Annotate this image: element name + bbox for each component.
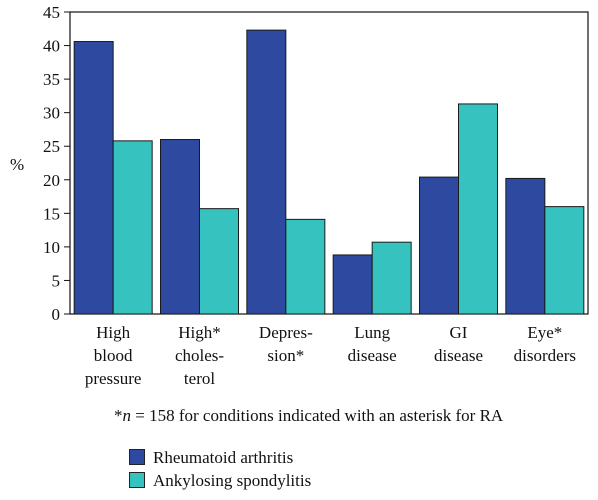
y-tick-label: 30: [43, 104, 60, 123]
legend-item: Ankylosing spondylitis: [129, 471, 311, 491]
footnote-n: n: [122, 406, 132, 425]
x-category-line: Depres-: [259, 323, 313, 342]
bar-ankylosing-spondylitis: [458, 103, 498, 315]
bar-rheumatoid-arthritis: [73, 41, 114, 315]
y-tick-label: 35: [43, 70, 60, 89]
x-category-line: terol: [184, 369, 215, 388]
bar-ankylosing-spondylitis: [544, 206, 585, 315]
y-tick-label: 5: [52, 271, 61, 290]
x-category-label: High* choles-terol: [175, 323, 224, 388]
x-category-line: pressure: [85, 369, 142, 388]
x-category-line: High: [96, 323, 131, 342]
bar-ankylosing-spondylitis: [112, 140, 153, 315]
bar-ankylosing-spondylitis: [371, 241, 412, 315]
x-category-line: High*: [178, 323, 221, 342]
y-tick-label: 10: [43, 238, 60, 257]
x-axis-categories: High blood pressure High* choles-terol Depres…: [85, 323, 576, 388]
legend-item: Rheumatoid arthritis: [129, 448, 293, 468]
footnote-asterisk: *: [114, 406, 123, 425]
bar-ankylosing-spondylitis: [199, 208, 239, 315]
x-category-line: Eye*: [527, 323, 562, 342]
bar-rheumatoid-arthritis: [160, 139, 200, 315]
x-category-line: disorders: [514, 346, 576, 365]
x-category-label: Depres-sion*: [259, 323, 313, 365]
x-category-line: choles-: [175, 346, 224, 365]
y-axis-ticks: 0 5 10 15 20 25 30 35 40 45: [43, 3, 70, 324]
plot-frame: [69, 11, 589, 315]
bar-rheumatoid-arthritis: [332, 254, 373, 315]
y-tick-label: 25: [43, 137, 60, 156]
x-category-line: disease: [434, 346, 483, 365]
footnote-text: = 158 for conditions indicated with an a…: [135, 406, 504, 425]
x-category-line: GI: [450, 323, 468, 342]
x-category-label: High blood pressure: [85, 323, 142, 388]
x-category-line: Lung: [354, 323, 390, 342]
y-tick-label: 0: [52, 305, 61, 324]
bar-rheumatoid-arthritis: [505, 177, 546, 315]
footnote: *n = 158 for conditions indicated with a…: [114, 406, 503, 426]
bar-ankylosing-spondylitis: [285, 218, 326, 315]
chart-bars: [73, 29, 585, 315]
y-tick-label: 40: [43, 37, 60, 56]
bar-rheumatoid-arthritis: [246, 29, 287, 315]
x-category-line: disease: [348, 346, 397, 365]
x-category-label: Eye* disorders: [514, 323, 576, 365]
x-category-line: blood: [94, 346, 133, 365]
bar-rheumatoid-arthritis: [419, 176, 459, 315]
y-axis-label: %: [10, 155, 24, 174]
legend-label: Rheumatoid arthritis: [153, 448, 294, 467]
x-category-label: GI disease: [434, 323, 483, 365]
legend-swatch: [129, 449, 145, 465]
y-tick-label: 15: [43, 204, 60, 223]
x-category-label: Lung disease: [348, 323, 397, 365]
y-tick-label: 20: [43, 171, 60, 190]
chart-axes: [69, 11, 589, 315]
legend-label: Ankylosing spondylitis: [153, 471, 312, 490]
legend-swatch: [129, 472, 145, 488]
y-tick-label: 45: [43, 3, 60, 22]
x-category-line: sion*: [267, 346, 304, 365]
